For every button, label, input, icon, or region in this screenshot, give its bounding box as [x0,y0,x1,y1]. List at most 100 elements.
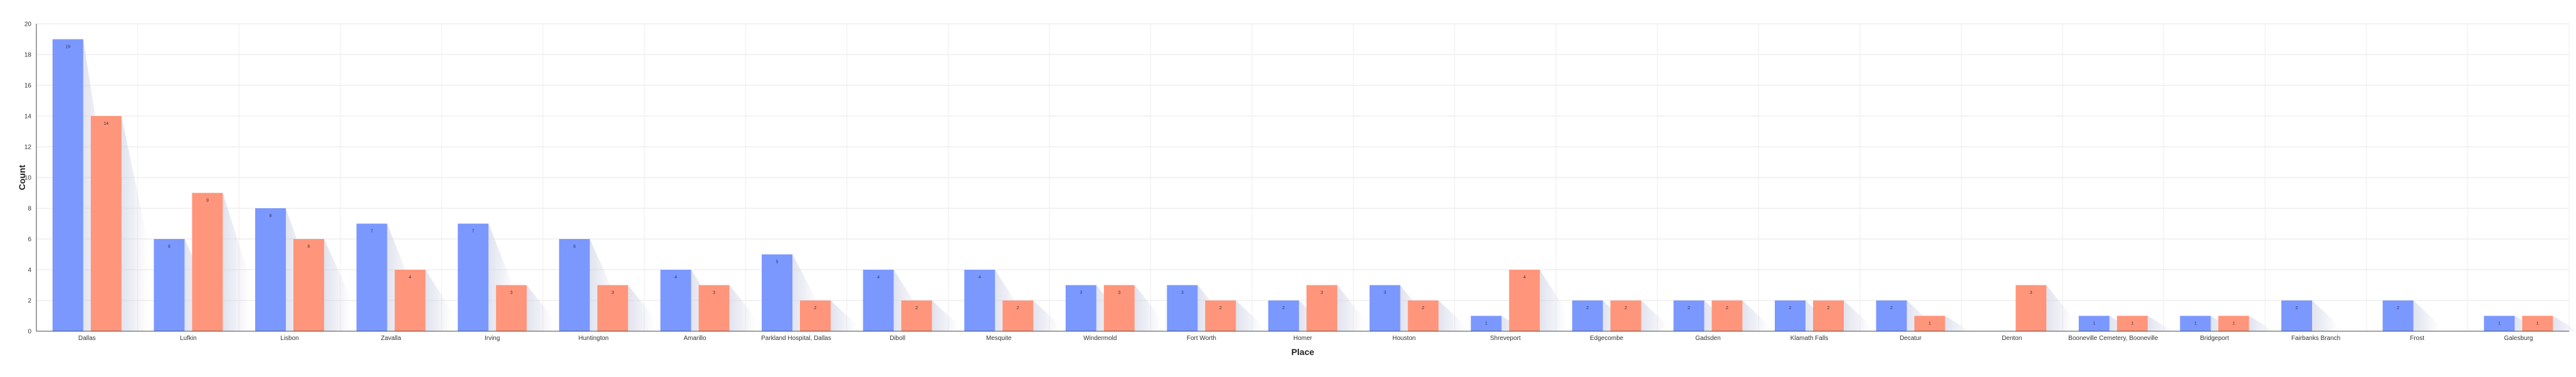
x-category-label: Decatur [1900,335,1922,342]
bar [2382,300,2414,331]
x-category-label: Parkland Hospital, Dallas [761,335,831,342]
bar-shadow [2046,285,2073,331]
bar-shadow [1641,300,1668,331]
bar-value-label: 8 [270,214,272,218]
x-category-label: Booneville Cemetery, Booneville [2068,335,2158,342]
bar [559,239,590,331]
y-tick-label: 20 [24,21,32,28]
x-category-label: Fairbanks Branch [2291,335,2340,342]
bar-value-label: 1 [2194,322,2197,326]
x-category-label: Fort Worth [1187,335,1216,342]
x-category-label: Edgecombe [1590,335,1624,342]
y-axis-title: Count [17,164,27,190]
bars [52,39,2553,331]
bar [762,254,792,331]
x-category-label: Lisbon [280,335,298,342]
bar-shadow [1540,270,1567,331]
bar [1813,300,1844,331]
bar [1407,300,1439,331]
bar-value-label: 3 [1321,291,1323,295]
bar-value-label: 3 [713,291,715,295]
bar-value-label: 2 [1827,306,1830,311]
bar-value-label: 3 [611,291,614,295]
bar [2116,316,2148,331]
bar [964,270,996,331]
bar [1775,300,1806,331]
bar [1065,285,1096,331]
y-tick-label: 16 [24,83,32,90]
bar [2522,316,2553,331]
bar [496,285,527,331]
bar-shadow [1438,300,1465,331]
bar-shadow [2147,316,2174,332]
bar-shadow [1945,316,1972,332]
x-category-label: Diboll [890,335,905,342]
x-category-label: Huntington [579,335,609,342]
bar-shadow [1844,300,1870,331]
labels: 024681012141618201914Dallas69Lufkin86Lis… [24,21,2539,342]
bar-shadow [324,239,350,331]
bar-value-label: 14 [103,122,108,126]
bar [2218,316,2249,331]
x-category-label: Denton [2002,335,2022,342]
x-category-label: Homer [1293,335,1313,342]
bar-value-label: 1 [2131,322,2133,326]
bar-shadow [729,285,756,331]
x-category-label: Dallas [78,335,96,342]
bar [154,239,185,331]
bar [2078,316,2110,331]
bar [2484,316,2515,331]
bar [1205,300,1236,331]
x-category-label: Frost [2410,335,2424,342]
bar-value-label: 2 [1688,306,1690,311]
bar-value-label: 2 [1283,306,1285,311]
bar [52,39,83,331]
bar-value-label: 2 [1219,306,1222,311]
bar-value-label: 19 [65,45,70,50]
bar-value-label: 4 [675,275,677,280]
bar [1002,300,1034,331]
bar-value-label: 6 [308,245,310,249]
x-axis-title: Place [1291,347,1315,357]
bar [2180,316,2211,331]
bar [1306,285,1337,331]
bar-value-label: 2 [1422,306,1424,311]
bar-value-label: 1 [1928,322,1931,326]
bar-value-label: 2 [1586,306,1589,311]
bar-value-label: 7 [371,230,373,234]
bar-value-label: 2 [1726,306,1728,311]
bar [1471,316,1502,331]
y-tick-label: 12 [24,144,32,151]
bar-value-label: 1 [2232,322,2235,326]
bar-shadow [628,285,655,331]
bar-value-label: 6 [573,245,576,249]
y-tick-label: 4 [28,267,31,274]
y-tick-label: 8 [28,206,31,213]
bar [356,223,387,331]
bar [597,285,628,331]
bar-value-label: 2 [2397,306,2399,311]
bar-value-label: 6 [168,245,171,249]
bar-shadow [2312,300,2338,331]
bar-shadow [2249,316,2276,332]
bar-value-label: 1 [2537,322,2539,326]
bar-shadow [527,285,554,331]
y-tick-label: 14 [24,114,32,120]
bar-value-label: 7 [472,230,475,234]
bar-shadow [121,116,148,331]
bar-shadow [425,270,452,331]
bar-value-label: 1 [2498,322,2501,326]
x-category-label: Shreveport [1490,335,1521,342]
y-tick-label: 2 [28,298,31,305]
bar [90,116,122,331]
bar [192,193,223,331]
bar-value-label: 2 [1789,306,1792,311]
bar-value-label: 9 [206,199,209,203]
x-category-label: Klamath Falls [1790,335,1829,342]
bar-value-label: 4 [979,275,981,280]
bar [698,285,730,331]
bar-value-label: 1 [2093,322,2095,326]
bar [800,300,831,331]
bar-value-label: 2 [1017,306,1019,311]
